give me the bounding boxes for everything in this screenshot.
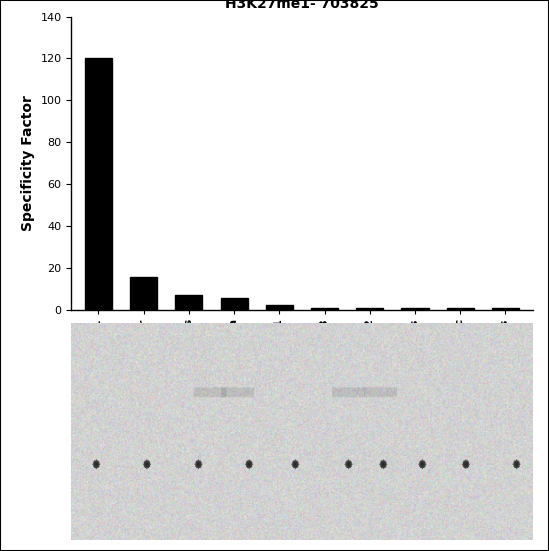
Bar [401, 308, 429, 310]
Bar [492, 308, 519, 310]
Bar [447, 308, 474, 310]
Bar [356, 308, 383, 310]
Bar [175, 295, 203, 310]
Bar [311, 308, 338, 310]
X-axis label: Modification: Modification [254, 404, 350, 418]
Bar [130, 277, 157, 310]
Bar [266, 305, 293, 310]
Y-axis label: Specificity Factor: Specificity Factor [21, 95, 35, 231]
Bar [221, 298, 248, 310]
Title: Specificity Analysis (Multiple Peptide Average)
H3K27me1- 703825: Specificity Analysis (Multiple Peptide A… [119, 0, 485, 11]
Bar [85, 58, 112, 310]
